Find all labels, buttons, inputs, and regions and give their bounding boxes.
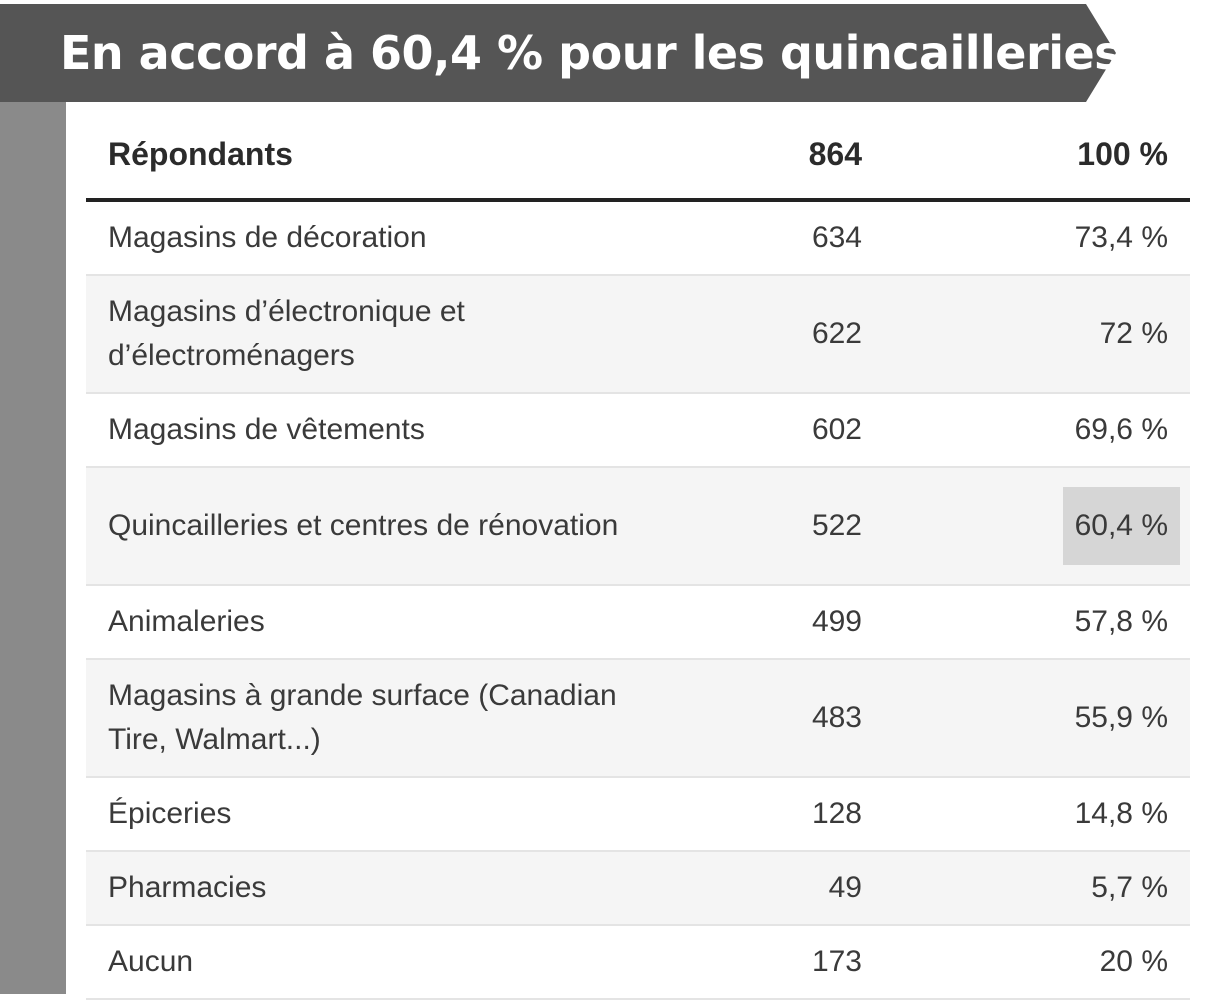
row-percent: 57,8 % bbox=[868, 585, 1190, 660]
row-label: Aucun bbox=[86, 925, 646, 1000]
row-label: Épiceries bbox=[86, 777, 646, 852]
chart-title: En accord à 60,4 % pour les quincailleri… bbox=[60, 26, 1122, 80]
row-count: 499 bbox=[646, 585, 868, 660]
row-label: Magasins de décoration bbox=[86, 200, 646, 276]
results-table: Répondants 864 100 % Magasins de décorat… bbox=[86, 110, 1190, 1000]
row-percent: 73,4 % bbox=[868, 200, 1190, 276]
table-row: Magasins à grande surface (Canadian Tire… bbox=[86, 659, 1190, 778]
header-percent: 100 % bbox=[868, 110, 1190, 202]
row-percent: 14,8 % bbox=[868, 777, 1190, 852]
table-row: Pharmacies 49 5,7 % bbox=[86, 851, 1190, 926]
table-row-highlighted: Quincailleries et centres de rénovation … bbox=[86, 467, 1190, 586]
table-header-row: Répondants 864 100 % bbox=[86, 110, 1190, 202]
row-label: Pharmacies bbox=[86, 851, 646, 926]
row-count: 173 bbox=[646, 925, 868, 1000]
row-count: 128 bbox=[646, 777, 868, 852]
row-percent-cell: 60,4 % bbox=[868, 467, 1190, 586]
header-label: Répondants bbox=[86, 110, 646, 202]
table-row: Animaleries 499 57,8 % bbox=[86, 585, 1190, 660]
row-count: 49 bbox=[646, 851, 868, 926]
table-row: Épiceries 128 14,8 % bbox=[86, 777, 1190, 852]
row-label: Animaleries bbox=[86, 585, 646, 660]
row-percent: 5,7 % bbox=[868, 851, 1190, 926]
banner-arrow-shape bbox=[0, 4, 1116, 102]
row-percent: 72 % bbox=[868, 275, 1190, 394]
header-count: 864 bbox=[646, 110, 868, 202]
table-row: Magasins de vêtements 602 69,6 % bbox=[86, 393, 1190, 468]
highlighted-percent: 60,4 % bbox=[1062, 487, 1180, 565]
row-label: Magasins de vêtements bbox=[86, 393, 646, 468]
table-row: Magasins d’électronique et d’électroména… bbox=[86, 275, 1190, 394]
row-count: 634 bbox=[646, 200, 868, 276]
row-label: Magasins à grande surface (Canadian Tire… bbox=[86, 659, 646, 778]
side-accent-bar bbox=[0, 102, 66, 994]
table-row: Aucun 173 20 % bbox=[86, 925, 1190, 1000]
table-row: Magasins de décoration 634 73,4 % bbox=[86, 200, 1190, 276]
row-count: 483 bbox=[646, 659, 868, 778]
row-percent: 69,6 % bbox=[868, 393, 1190, 468]
row-count: 522 bbox=[646, 467, 868, 586]
row-percent: 55,9 % bbox=[868, 659, 1190, 778]
title-banner: En accord à 60,4 % pour les quincailleri… bbox=[0, 4, 1122, 102]
row-percent: 20 % bbox=[868, 925, 1190, 1000]
row-label: Quincailleries et centres de rénovation bbox=[86, 467, 646, 586]
row-label: Magasins d’électronique et d’électroména… bbox=[86, 275, 646, 394]
results-table-container: Répondants 864 100 % Magasins de décorat… bbox=[86, 110, 1190, 1000]
row-count: 602 bbox=[646, 393, 868, 468]
row-count: 622 bbox=[646, 275, 868, 394]
